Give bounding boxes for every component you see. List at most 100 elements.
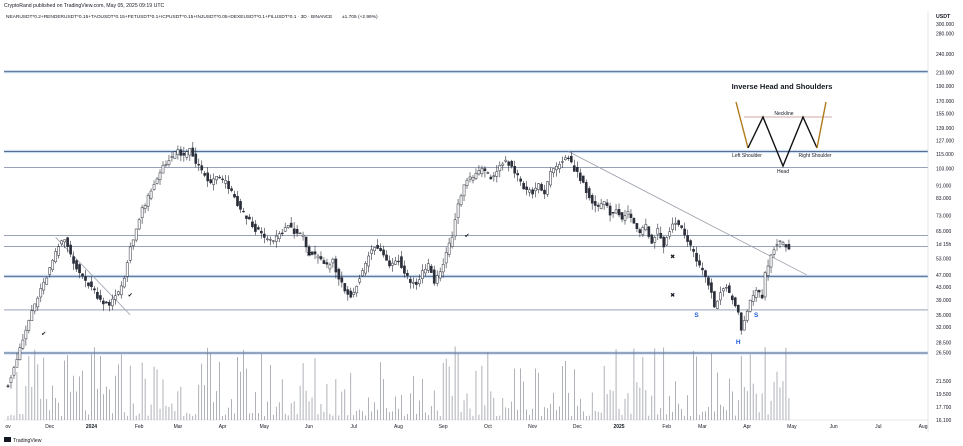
candle-body xyxy=(48,267,52,275)
candle-body xyxy=(140,207,144,219)
candle-body xyxy=(501,163,505,166)
y-tick-label: 1d 15h xyxy=(936,242,952,248)
x-tick-label: Mar xyxy=(698,424,707,430)
candle-body xyxy=(704,270,707,277)
candle-body xyxy=(78,264,81,274)
candle-body xyxy=(701,267,704,271)
candle-body xyxy=(722,288,725,292)
shoulder-marker-label: S xyxy=(754,312,759,319)
candle-body xyxy=(462,184,466,197)
candle-body xyxy=(668,231,672,237)
candle-body xyxy=(331,258,335,264)
candle-body xyxy=(498,165,502,172)
candle-body xyxy=(748,299,752,312)
candle-body xyxy=(483,168,487,171)
x-tick-label: Apr xyxy=(743,424,751,430)
candle-body xyxy=(719,292,722,301)
candle-body xyxy=(617,209,621,216)
candle-body xyxy=(754,290,758,298)
candle-body xyxy=(572,165,576,172)
candle-body xyxy=(263,233,266,238)
y-tick-label: 65.000 xyxy=(936,229,952,235)
candle-body xyxy=(364,263,368,274)
candle-body xyxy=(763,272,767,298)
candle-body xyxy=(522,183,525,190)
candle-body xyxy=(27,320,31,331)
candle-body xyxy=(69,244,72,255)
candle-body xyxy=(388,260,391,267)
horizontal-levels xyxy=(4,12,929,432)
candle-body xyxy=(489,176,493,180)
x-tick-label: Apr xyxy=(219,424,227,430)
candle-body xyxy=(274,235,278,242)
y-tick-label: 16.100 xyxy=(936,418,952,424)
candle-body xyxy=(596,204,600,207)
candle-body xyxy=(412,282,415,284)
candle-body xyxy=(397,260,400,263)
candle-body xyxy=(549,171,552,186)
y-tick-label: 43.000 xyxy=(936,285,952,291)
candle-body xyxy=(295,228,299,234)
pattern-rise-right xyxy=(816,101,827,149)
candle-body xyxy=(555,166,558,171)
tradingview-logo-icon xyxy=(4,437,11,442)
candle-body xyxy=(561,161,564,163)
candle-body xyxy=(564,157,567,161)
candle-body xyxy=(692,249,695,252)
candle-body xyxy=(102,300,105,305)
candle-body xyxy=(599,203,603,209)
candle-body xyxy=(492,175,496,178)
candle-body xyxy=(304,236,308,248)
trendline xyxy=(55,237,131,316)
candle-body xyxy=(468,176,472,180)
candle-body xyxy=(659,232,663,239)
candle-body xyxy=(683,228,686,236)
candle-body xyxy=(745,311,749,321)
candle-body xyxy=(450,236,454,247)
candle-body xyxy=(543,189,546,195)
candle-body xyxy=(602,201,606,206)
candle-body xyxy=(552,168,555,174)
candle-body xyxy=(423,268,427,274)
trendline xyxy=(568,151,807,276)
candle-body xyxy=(212,178,215,185)
y-tick-label: 35.000 xyxy=(936,313,952,319)
head-label: Head xyxy=(777,169,789,175)
candle-body xyxy=(66,237,69,247)
candle-body xyxy=(400,256,403,268)
candle-body xyxy=(42,281,46,291)
candle-body xyxy=(337,268,341,280)
candle-body xyxy=(513,166,517,174)
head-marker-label: H xyxy=(736,339,741,346)
x-tick-label: Aug xyxy=(394,424,403,430)
candle-body xyxy=(131,239,135,246)
candle-body xyxy=(134,228,138,241)
candle-body xyxy=(486,172,490,174)
x-tick-label: 2024 xyxy=(86,424,97,430)
candle-body xyxy=(614,209,618,214)
candle-body xyxy=(495,171,499,177)
candle-body xyxy=(218,176,221,179)
candle-body xyxy=(626,211,630,215)
candle-body xyxy=(248,216,251,220)
candle-body xyxy=(435,275,439,284)
candle-body xyxy=(298,232,302,235)
x-tick-label: ov xyxy=(5,424,11,430)
candle-body xyxy=(200,165,204,171)
candle-body xyxy=(480,168,484,175)
candle-body xyxy=(385,254,388,261)
candle-body xyxy=(128,246,132,261)
candle-body xyxy=(567,157,570,160)
candle-body xyxy=(432,269,436,284)
x-tick-label: May xyxy=(260,424,270,430)
candle-body xyxy=(710,282,713,293)
candle-body xyxy=(429,265,433,273)
candle-body xyxy=(110,298,114,307)
y-tick-label: 47.000 xyxy=(936,273,952,279)
candle-body xyxy=(751,295,755,302)
candle-body xyxy=(271,240,275,242)
candle-body xyxy=(99,295,102,300)
candle-body xyxy=(438,271,442,279)
candle-body xyxy=(707,277,710,286)
